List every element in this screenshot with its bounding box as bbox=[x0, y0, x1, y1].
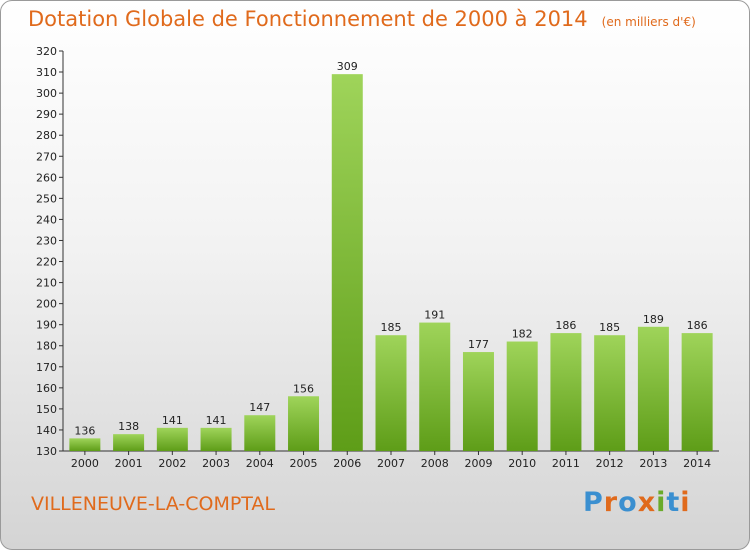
x-tick-label: 2004 bbox=[246, 457, 274, 470]
bar-2009 bbox=[462, 352, 494, 451]
x-tick-label: 2005 bbox=[290, 457, 318, 470]
bar-2000 bbox=[69, 438, 101, 451]
y-tick-label: 300 bbox=[36, 87, 57, 100]
bar-value-label: 185 bbox=[381, 321, 402, 334]
chart-title: Dotation Globale de Fonctionnement de 20… bbox=[28, 7, 696, 31]
y-tick-label: 140 bbox=[36, 424, 57, 437]
logo-letter: i bbox=[680, 487, 691, 518]
bar-value-label: 189 bbox=[643, 313, 664, 326]
bar-value-label: 141 bbox=[206, 414, 227, 427]
bar-value-label: 147 bbox=[249, 401, 270, 414]
bar-value-label: 182 bbox=[512, 328, 533, 341]
y-tick-label: 320 bbox=[36, 45, 57, 58]
x-tick-label: 2002 bbox=[158, 457, 186, 470]
bar-2001 bbox=[113, 434, 145, 451]
bar-2011 bbox=[550, 333, 582, 451]
logo-letter: P bbox=[583, 487, 604, 518]
logo-letter: x bbox=[637, 487, 657, 518]
commune-name: VILLENEUVE-LA-COMPTAL bbox=[31, 493, 276, 515]
chart-axes: 130 140 150 160 170 180 190 200 210 220 230 240 250 2… bbox=[36, 45, 719, 470]
x-tick-label: 2014 bbox=[683, 457, 711, 470]
bar-2008 bbox=[419, 322, 451, 451]
bar-value-label: 309 bbox=[337, 60, 358, 73]
bar-value-label: 138 bbox=[118, 420, 139, 433]
bar-value-label: 177 bbox=[468, 338, 489, 351]
x-tick-label: 2006 bbox=[333, 457, 361, 470]
y-tick-label: 310 bbox=[36, 66, 57, 79]
y-tick-label: 130 bbox=[36, 445, 57, 458]
bar-2003 bbox=[200, 427, 232, 451]
chart-unit: (en milliers d'€) bbox=[601, 15, 696, 29]
y-tick-label: 280 bbox=[36, 129, 57, 142]
bar-2007 bbox=[375, 335, 407, 451]
proxiti-logo: Proxiti bbox=[583, 487, 691, 518]
x-tick-label: 2007 bbox=[377, 457, 405, 470]
bar-2006 bbox=[331, 74, 363, 451]
y-tick-label: 290 bbox=[36, 108, 57, 121]
logo-letter: i bbox=[656, 487, 667, 518]
bar-value-label: 186 bbox=[687, 319, 708, 332]
bar-value-label: 185 bbox=[599, 321, 620, 334]
y-tick-label: 250 bbox=[36, 192, 57, 205]
bar-2004 bbox=[244, 415, 276, 451]
y-tick-label: 200 bbox=[36, 298, 57, 311]
x-tick-label: 2001 bbox=[115, 457, 143, 470]
bar-value-label: 141 bbox=[162, 414, 183, 427]
x-tick-label: 2008 bbox=[421, 457, 449, 470]
y-tick-label: 150 bbox=[36, 403, 57, 416]
bar-2010 bbox=[506, 341, 538, 451]
x-tick-label: 2000 bbox=[71, 457, 99, 470]
y-tick-label: 210 bbox=[36, 277, 57, 290]
x-tick-label: 2010 bbox=[508, 457, 536, 470]
y-tick-label: 240 bbox=[36, 213, 57, 226]
bar-2002 bbox=[156, 427, 188, 451]
bar-value-label: 186 bbox=[555, 319, 576, 332]
x-tick-label: 2003 bbox=[202, 457, 230, 470]
x-tick-label: 2011 bbox=[552, 457, 580, 470]
x-tick-label: 2013 bbox=[639, 457, 667, 470]
y-tick-label: 160 bbox=[36, 382, 57, 395]
logo-letter: t bbox=[666, 487, 681, 518]
y-tick-label: 170 bbox=[36, 361, 57, 374]
bar-2005 bbox=[288, 396, 320, 451]
logo-letter: r bbox=[603, 487, 619, 518]
bar-value-label: 136 bbox=[74, 424, 95, 437]
y-tick-label: 180 bbox=[36, 340, 57, 353]
logo-letter: o bbox=[618, 487, 638, 518]
y-tick-label: 230 bbox=[36, 234, 57, 247]
x-tick-label: 2009 bbox=[464, 457, 492, 470]
chart-title-main: Dotation Globale de Fonctionnement de 20… bbox=[28, 7, 588, 31]
y-tick-label: 190 bbox=[36, 319, 57, 332]
y-tick-label: 270 bbox=[36, 150, 57, 163]
bar-2012 bbox=[594, 335, 626, 451]
y-tick-label: 260 bbox=[36, 171, 57, 184]
bar-value-label: 191 bbox=[424, 309, 445, 322]
bar-2014 bbox=[681, 333, 713, 451]
chart-bars: 136 138 141 141 147 156 309 185 191 177 182 186 185 1… bbox=[69, 60, 713, 451]
bar-2013 bbox=[637, 326, 669, 451]
x-tick-label: 2012 bbox=[596, 457, 624, 470]
bar-value-label: 156 bbox=[293, 382, 314, 395]
y-tick-label: 220 bbox=[36, 256, 57, 269]
